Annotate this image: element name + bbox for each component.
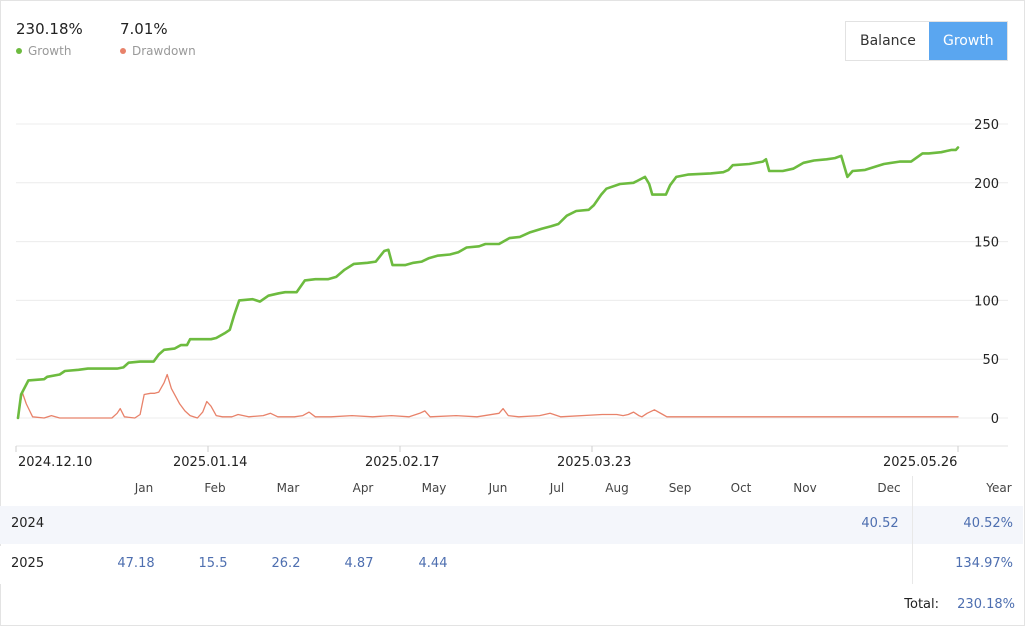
month-value-cell: 47.18 — [117, 556, 155, 571]
chart-mode-toggle: Balance Growth — [845, 21, 1008, 61]
drawdown-value: 7.01% — [120, 20, 168, 38]
total-value: 230.18% — [957, 597, 1015, 612]
month-column-header: Apr — [352, 481, 374, 495]
growth-legend: Growth — [16, 44, 83, 58]
table-row: 2024 40.52% 40.52 — [0, 506, 1023, 544]
row-year-total: 134.97% — [955, 556, 1013, 571]
month-value-cell: 4.44 — [418, 556, 448, 571]
month-column-header: Sep — [668, 481, 692, 495]
growth-button[interactable]: Growth — [929, 22, 1007, 60]
drawdown-stat: 7.01% Drawdown — [120, 20, 196, 58]
month-column-header: Year — [986, 481, 1012, 495]
y-tick-label: 250 — [974, 118, 999, 133]
month-column-header: Jun — [488, 481, 508, 495]
drawdown-dot-icon — [120, 47, 126, 54]
balance-button[interactable]: Balance — [846, 22, 929, 60]
y-tick-label: 50 — [982, 353, 999, 368]
growth-dot-icon — [16, 47, 22, 54]
month-column-header: Jul — [549, 481, 565, 495]
y-tick-label: 100 — [974, 294, 999, 309]
month-column-header: Dec — [877, 481, 901, 495]
drawdown-series-line — [17, 373, 959, 419]
growth-series-line — [16, 146, 960, 420]
growth-label: Growth — [28, 44, 72, 58]
growth-value: 230.18% — [16, 20, 83, 38]
month-column-header: May — [421, 481, 447, 495]
drawdown-legend: Drawdown — [120, 44, 196, 58]
row-year: 2025 — [11, 556, 45, 571]
growth-chart: 250 200 150 100 50 0 — [15, 118, 1008, 452]
month-column-header: Oct — [730, 481, 752, 495]
table-row: 2025 134.97% 47.18 15.5 26.2 4.87 4.44 — [0, 546, 1023, 584]
row-year: 2024 — [11, 516, 45, 531]
month-column-header: Jan — [134, 481, 154, 495]
year-column-divider — [912, 476, 913, 584]
row-year-total: 40.52% — [963, 516, 1013, 531]
month-column-header: Nov — [793, 481, 817, 495]
month-value-cell: 15.5 — [198, 556, 228, 571]
y-tick-label: 150 — [974, 236, 999, 251]
month-value-cell: 26.2 — [271, 556, 301, 571]
x-date-label: 2025.05.26 — [883, 455, 958, 470]
x-date-label: 2025.03.23 — [557, 455, 632, 470]
total-label: Total: — [904, 597, 940, 612]
total-row: Total: 230.18% — [904, 597, 1015, 612]
month-column-header: Aug — [605, 481, 629, 495]
y-tick-label: 200 — [974, 177, 999, 192]
month-column-header: Feb — [204, 481, 226, 495]
y-tick-label: 0 — [991, 412, 999, 427]
x-date-label: 2025.01.14 — [173, 455, 248, 470]
x-date-label: 2025.02.17 — [365, 455, 440, 470]
x-date-label: 2024.12.10 — [18, 455, 93, 470]
growth-stat: 230.18% Growth — [16, 20, 83, 58]
drawdown-label: Drawdown — [132, 44, 196, 58]
month-value-cell: 40.52 — [861, 516, 899, 531]
month-column-header: Mar — [276, 481, 300, 495]
month-value-cell: 4.87 — [344, 556, 374, 571]
